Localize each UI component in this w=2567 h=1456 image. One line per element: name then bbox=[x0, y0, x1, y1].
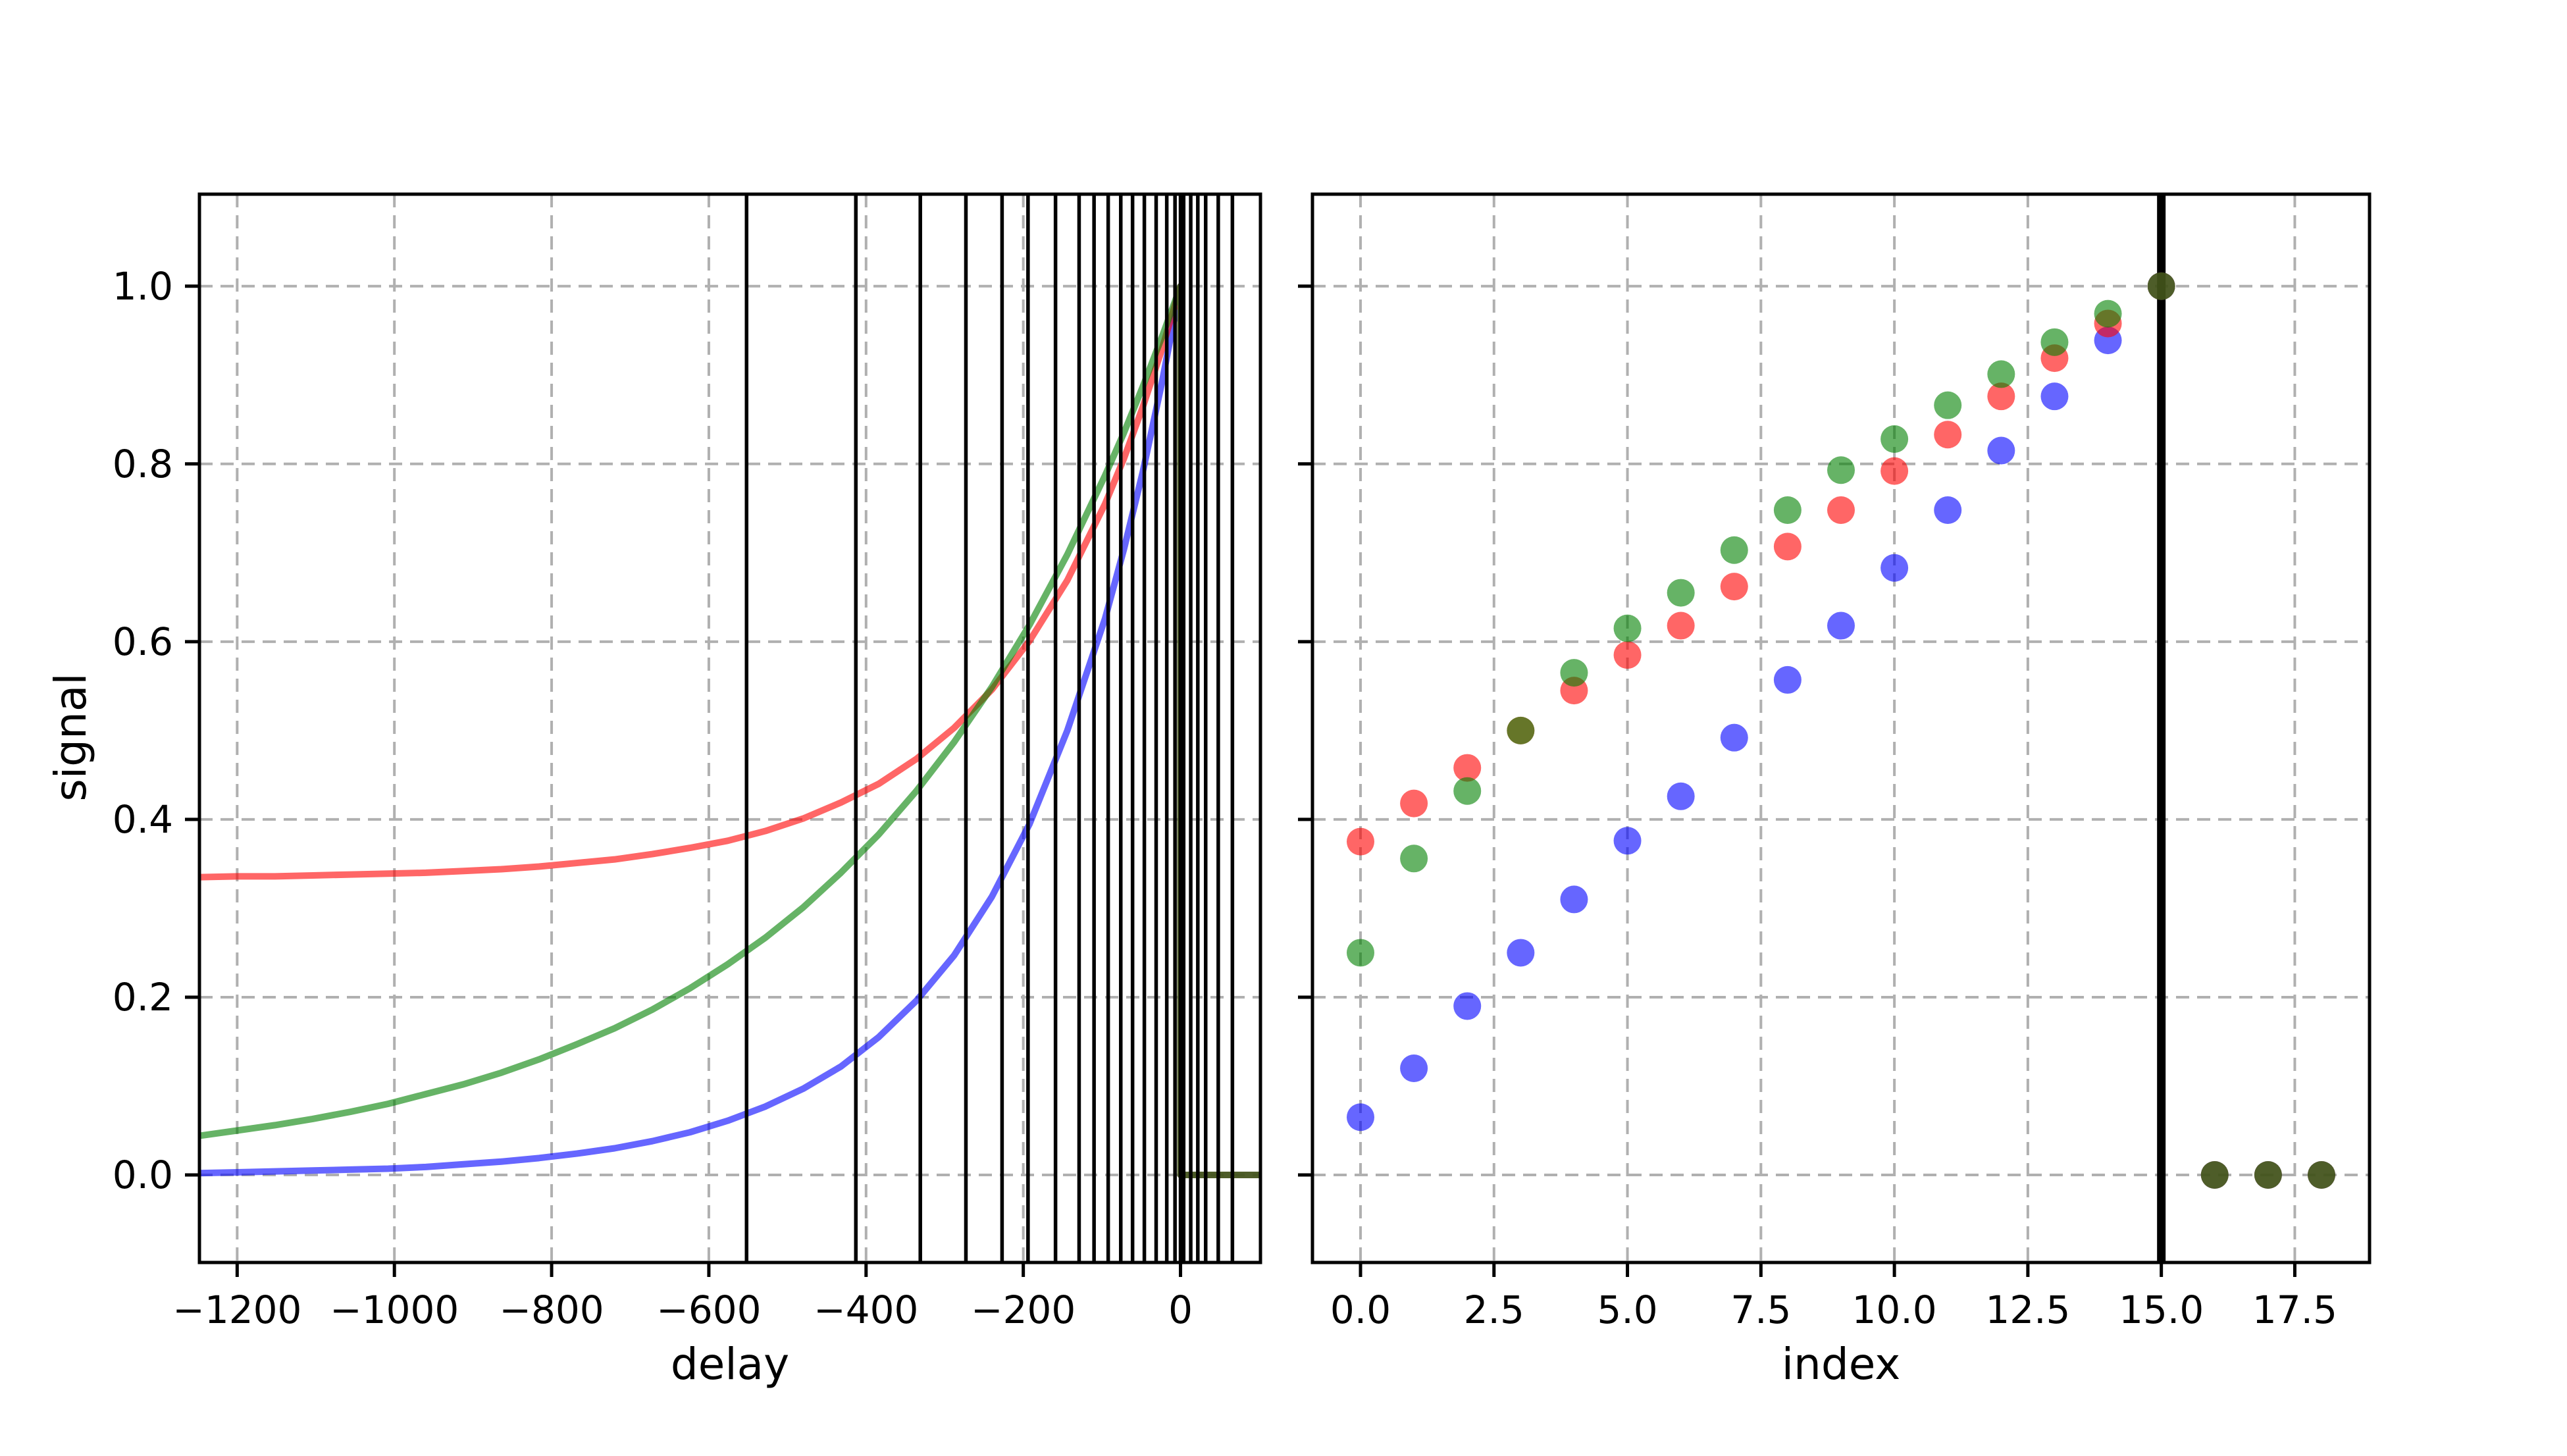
right-plot: 0.0 2.5 5.0 7.5 10.0 12.5 15.0 17.5 bbox=[1298, 192, 2372, 1332]
green-scatter-point bbox=[1667, 579, 1695, 607]
plot-frame bbox=[197, 192, 1262, 1264]
green-scatter-point bbox=[2254, 1161, 2282, 1189]
red-scatter-point bbox=[1613, 641, 1642, 669]
x-tick-label: −600 bbox=[656, 1287, 761, 1332]
red-scatter-point bbox=[1934, 421, 1962, 449]
red-scatter-point bbox=[1827, 496, 1855, 525]
x-tick-label: 7.5 bbox=[1730, 1287, 1791, 1332]
green-scatter-point bbox=[2040, 328, 2069, 356]
x-tick-label: −1200 bbox=[172, 1287, 301, 1332]
red-scatter-point bbox=[1347, 827, 1374, 856]
red-scatter-point bbox=[1453, 754, 1482, 782]
red-scatter-point bbox=[1987, 382, 2015, 411]
left-plot: −1200 −1000 −800 −600 −400 −200 0 0.0 0.2 0.4 0.6 0… bbox=[113, 192, 1262, 1332]
green-scatter-point bbox=[1453, 777, 1482, 805]
y-tick-label: 0.2 bbox=[113, 975, 173, 1020]
x-tick-label: 12.5 bbox=[1985, 1287, 2070, 1332]
green-curve bbox=[199, 282, 1260, 1179]
blue-scatter-point bbox=[1400, 1054, 1428, 1082]
x-tick-label: 15.0 bbox=[2119, 1287, 2204, 1332]
red-scatter-point bbox=[1773, 533, 1802, 561]
red-scatter-point bbox=[1400, 789, 1428, 818]
red-curve bbox=[199, 282, 1260, 1179]
x-tick-label: 5.0 bbox=[1597, 1287, 1657, 1332]
green-scatter-point bbox=[1987, 360, 2015, 388]
green-scatter-point bbox=[1613, 614, 1642, 642]
green-scatter-point bbox=[1560, 659, 1588, 687]
blue-scatter-point bbox=[1560, 885, 1588, 914]
green-scatter-point bbox=[2200, 1161, 2229, 1189]
green-scatter-point bbox=[1934, 391, 1962, 419]
green-scatter-point bbox=[1347, 939, 1374, 967]
plot-frame bbox=[1310, 192, 2372, 1264]
blue-scatter-point bbox=[1613, 827, 1642, 855]
x-tick-label: −200 bbox=[971, 1287, 1076, 1332]
x-tick-label: 10.0 bbox=[1852, 1287, 1937, 1332]
blue-scatter-point bbox=[2040, 382, 2069, 411]
green-scatter-point bbox=[2147, 272, 2175, 300]
blue-scatter-point bbox=[1453, 992, 1482, 1020]
blue-scatter-point bbox=[1667, 782, 1695, 810]
y-tick-label: 0.6 bbox=[113, 619, 173, 664]
blue-scatter-point bbox=[1720, 723, 1748, 752]
blue-scatter-point bbox=[1347, 1103, 1374, 1131]
left-plot-xaxis-label: delay bbox=[670, 1339, 790, 1390]
blue-scatter-point bbox=[1934, 496, 1962, 525]
green-scatter-point bbox=[2094, 299, 2122, 328]
x-tick-label: 0.0 bbox=[1330, 1287, 1391, 1332]
x-tick-label: 17.5 bbox=[2252, 1287, 2337, 1332]
x-tick-label: −800 bbox=[499, 1287, 604, 1332]
green-scatter-point bbox=[1773, 496, 1802, 525]
blue-scatter-point bbox=[1987, 436, 2015, 465]
blue-scatter-point bbox=[1773, 665, 1802, 694]
green-scatter-point bbox=[1400, 845, 1428, 873]
red-scatter-point bbox=[1720, 573, 1748, 601]
y-tick-label: 1.0 bbox=[113, 264, 173, 309]
x-tick-label: 0 bbox=[1168, 1287, 1193, 1332]
x-tick-label: 2.5 bbox=[1464, 1287, 1524, 1332]
blue-scatter-point bbox=[1827, 611, 1855, 640]
red-scatter-point bbox=[1880, 457, 1909, 485]
green-scatter-point bbox=[2308, 1161, 2335, 1189]
green-scatter-point bbox=[1720, 536, 1748, 564]
green-scatter-point bbox=[1880, 425, 1909, 453]
x-tick-label: −400 bbox=[814, 1287, 918, 1332]
blue-scatter-point bbox=[1507, 939, 1535, 967]
y-tick-label: 0.0 bbox=[113, 1153, 173, 1197]
left-plot-yaxis-label: signal bbox=[45, 673, 96, 802]
right-plot-xaxis-label: index bbox=[1781, 1339, 1901, 1390]
green-scatter-point bbox=[1507, 716, 1535, 744]
x-tick-label: −1000 bbox=[330, 1287, 459, 1332]
green-scatter-point bbox=[1827, 456, 1855, 484]
y-tick-label: 0.8 bbox=[113, 442, 173, 486]
blue-scatter-point bbox=[1880, 554, 1909, 582]
blue-curve bbox=[199, 282, 1260, 1179]
y-tick-label: 0.4 bbox=[113, 797, 173, 842]
red-scatter-point bbox=[1667, 611, 1695, 640]
